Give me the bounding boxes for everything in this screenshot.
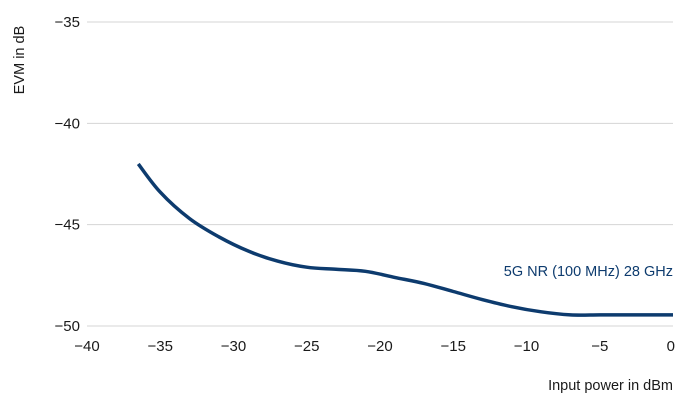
y-tick-label: −50 [55,318,80,335]
y-tick-label: −45 [55,217,80,234]
y-tick-label: −35 [55,14,80,31]
y-tick-labels: −35 −40 −45 −50 [55,14,80,335]
x-tick-label: 0 [667,338,675,355]
y-tick-label: −40 [55,115,80,132]
x-tick-label: −40 [74,338,99,355]
grid-lines [87,21,673,327]
series-layer: 5G NR (100 MHz) 28 GHz [136,162,673,317]
x-tick-label: −25 [294,338,319,355]
x-tick-label: −10 [514,338,539,355]
x-tick-labels: −40 −35 −30 −25 −20 −15 −10 −5 0 [74,338,675,355]
x-axis-title: Input power in dBm [548,378,673,394]
x-tick-label: −20 [367,338,392,355]
y-axis-title: EVM in dB [12,26,28,95]
x-tick-label: −5 [591,338,608,355]
x-tick-label: −30 [221,338,246,355]
series-label: 5G NR (100 MHz) 28 GHz [504,264,673,280]
x-tick-label: −35 [148,338,173,355]
x-tick-label: −15 [441,338,466,355]
series-line [136,162,673,317]
